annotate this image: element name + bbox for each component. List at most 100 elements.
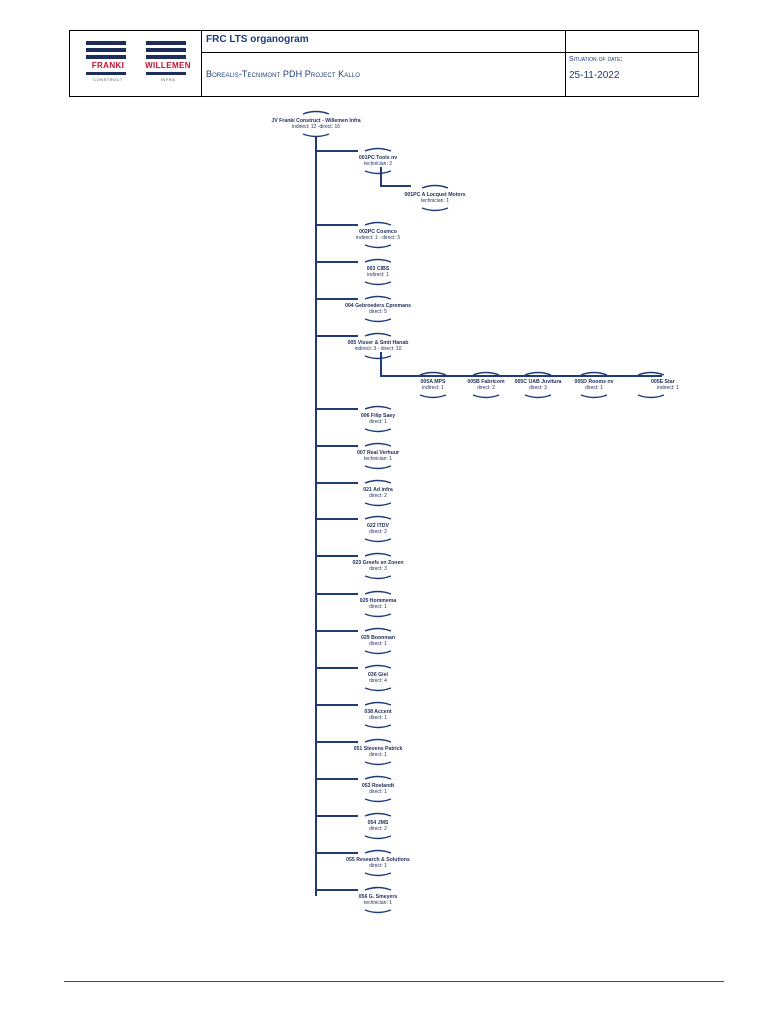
- node-arc-top: [419, 371, 447, 376]
- node-name: 002PC Cosmco: [359, 229, 397, 235]
- node-arc-bottom: [364, 613, 392, 618]
- node-arc-bottom: [364, 502, 392, 507]
- node-arc-top: [637, 371, 665, 376]
- node-arc-top: [364, 405, 392, 410]
- org-node: JV Franki Construct - Willemen Infraindi…: [271, 110, 361, 138]
- logo-brand: FRANKI: [91, 61, 125, 70]
- node-detail: technician: 1: [364, 456, 392, 462]
- node-arc-bottom: [364, 650, 392, 655]
- situation-date: 25-11-2022: [569, 70, 620, 81]
- node-name: 005B Fabricom: [467, 379, 505, 385]
- node-arc-top: [364, 147, 392, 152]
- node-detail: direct: 4: [369, 678, 387, 684]
- logo-cell: FRANKI CONSTRUCT WILLEMEN INFRA: [70, 31, 202, 96]
- node-arc-top: [364, 515, 392, 520]
- sub-branch-line: [380, 352, 662, 377]
- willemen-infra-logo: WILLEMEN INFRA: [145, 41, 191, 85]
- node-detail: direct: 1: [369, 641, 387, 647]
- node-detail: indirect: 1: [422, 385, 444, 391]
- node-detail: direct: 2: [477, 385, 495, 391]
- node-name: 022 ITDV: [367, 523, 389, 529]
- node-arc-bottom: [421, 207, 449, 212]
- node-arc-top: [364, 479, 392, 484]
- node-arc-bottom: [580, 394, 608, 399]
- node-name: 056 G. Smeyers: [359, 894, 398, 900]
- node-detail: technician: 1: [421, 198, 449, 204]
- node-arc-bottom: [364, 687, 392, 692]
- node-arc-bottom: [364, 244, 392, 249]
- title-cell: FRC LTS organogram: [202, 31, 566, 53]
- node-name: 005E Star: [651, 379, 675, 385]
- node-arc-bottom: [364, 281, 392, 286]
- node-arc-bottom: [364, 872, 392, 877]
- node-arc-top: [364, 295, 392, 300]
- node-arc-bottom: [419, 394, 447, 399]
- node-name: 005D Rooms nv: [575, 379, 614, 385]
- node-name: 055 Research & Solutions: [346, 857, 410, 863]
- node-arc-top: [364, 552, 392, 557]
- node-detail: direct: 2: [369, 493, 387, 499]
- project-name: Borealis-Tecnimont PDH Project Kallo: [206, 69, 360, 79]
- node-arc-bottom: [364, 538, 392, 543]
- node-arc-top: [364, 775, 392, 780]
- node-name: 021 Ad infra: [363, 487, 393, 493]
- node-arc-bottom: [524, 394, 552, 399]
- node-name: 001PC A Locquet Motors: [404, 192, 465, 198]
- document-header: FRANKI CONSTRUCT WILLEMEN INFRA FRC LTS …: [69, 30, 699, 97]
- logo-sub: INFRA: [160, 77, 176, 82]
- date-cell: Situation of date: 25-11-2022: [566, 53, 698, 96]
- node-name: 006 Filip Saey: [361, 413, 395, 419]
- node-detail: direct: 1: [369, 789, 387, 795]
- node-arc-top: [364, 886, 392, 891]
- node-detail: direct: 3: [529, 385, 547, 391]
- node-arc-top: [364, 442, 392, 447]
- node-arc-top: [472, 371, 500, 376]
- node-arc-bottom: [364, 575, 392, 580]
- node-name: 005C UAB Juvitura: [515, 379, 562, 385]
- node-detail: indirect: 1: [367, 272, 389, 278]
- node-arc-bottom: [364, 835, 392, 840]
- node-arc-top: [364, 849, 392, 854]
- node-name: 007 Real Verhuur: [357, 450, 399, 456]
- node-detail: direct: 1: [369, 604, 387, 610]
- node-arc-top: [302, 110, 330, 115]
- sub-branch-line: [380, 167, 411, 187]
- node-detail: indirect: 12 -direct: 16: [292, 124, 340, 130]
- node-arc-bottom: [364, 798, 392, 803]
- node-name: 001PC Tools nv: [359, 155, 397, 161]
- node-detail: technician: 1: [364, 900, 392, 906]
- node-detail: direct: 3: [369, 566, 387, 572]
- node-arc-top: [364, 590, 392, 595]
- logo-brand: WILLEMEN: [145, 61, 191, 70]
- node-detail: technician: 2: [364, 161, 392, 167]
- node-detail: direct: 1: [369, 419, 387, 425]
- node-detail: direct: 1: [585, 385, 603, 391]
- node-arc-top: [364, 258, 392, 263]
- node-name: 038 Accent: [364, 709, 391, 715]
- situation-label: Situation of date:: [569, 56, 623, 63]
- node-arc-top: [580, 371, 608, 376]
- project-cell: Borealis-Tecnimont PDH Project Kallo: [202, 53, 566, 96]
- node-name: 025 Hommema: [360, 598, 397, 604]
- node-name: 023 Greefs en Zonen: [352, 560, 403, 566]
- node-arc-top: [364, 812, 392, 817]
- node-arc-bottom: [637, 394, 665, 399]
